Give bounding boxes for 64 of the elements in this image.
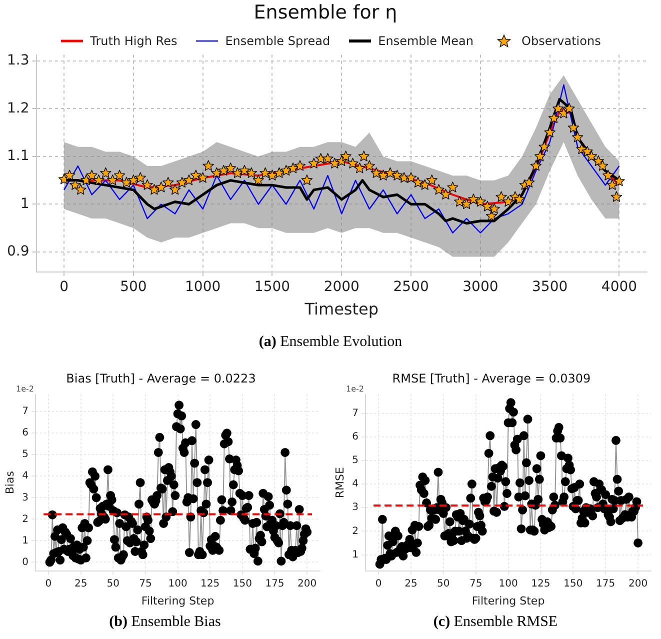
x-tick-label: 125 (531, 578, 550, 590)
x-tick-label: 0 (45, 578, 52, 590)
legend-label: Observations (522, 34, 601, 48)
x-tick-label: 4000 (601, 279, 638, 296)
x-tick-label: 2000 (324, 279, 360, 296)
x-tick-label: 200 (628, 578, 648, 590)
x-tick-label: 75 (469, 578, 482, 590)
x-tick-label: 100 (168, 578, 188, 590)
x-tick-label: 25 (74, 578, 88, 590)
y-tick-label: 1.2 (7, 100, 30, 116)
y-tick-label: 1 (22, 535, 29, 546)
y-tick-label: 7 (352, 408, 359, 419)
x-tick-label: 175 (596, 578, 616, 590)
y-tick-label: 1 (20, 196, 30, 212)
x-tick-label: 0 (375, 578, 382, 590)
x-tick-label: 75 (139, 578, 152, 590)
x-tick-label: 500 (120, 279, 147, 296)
chart-title: RMSE [Truth] - Average = 0.0309 (392, 371, 591, 386)
x-tick-label: 0 (60, 279, 68, 296)
y-tick-label: 1.1 (7, 148, 30, 164)
legend-label: Ensemble Spread (225, 34, 330, 48)
y-tick-label: 5 (352, 455, 359, 466)
y-tick-label: 2 (22, 514, 29, 525)
x-tick-label: 100 (498, 578, 518, 590)
x-axis-title: Filtering Step (472, 594, 545, 608)
y-tick-label: 4 (22, 470, 29, 482)
x-tick-label: 150 (232, 578, 252, 590)
x-tick-label: 1500 (254, 279, 290, 296)
y-axis-title: RMSE (333, 467, 346, 498)
x-tick-label: 1000 (185, 279, 221, 296)
x-tick-label: 50 (106, 578, 120, 590)
y-tick-label: 7 (22, 406, 29, 418)
x-tick-label: 175 (265, 578, 284, 590)
x-tick-label: 3500 (532, 279, 568, 296)
y-tick-label: 6 (22, 428, 29, 439)
x-axis-title: Timestep (304, 300, 379, 319)
text: (a) Ensemble Evolution (258, 334, 402, 350)
y-tick-label: 0.9 (7, 244, 30, 260)
legend-label: Truth High Res (90, 34, 178, 48)
text: (c) Ensemble RMSE (433, 614, 558, 630)
x-tick-label: 3000 (462, 279, 498, 296)
chart-title: Ensemble for η (254, 1, 398, 24)
y-tick-label: 4 (352, 478, 359, 490)
x-axis-title: Filtering Step (141, 594, 214, 608)
legend-label: Ensemble Mean (378, 34, 474, 48)
x-tick-label: 125 (200, 578, 220, 590)
y-tick-label: 3 (352, 502, 359, 514)
y-tick-label: 1.3 (7, 52, 30, 69)
x-tick-label: 2500 (393, 279, 429, 296)
y-tick-label: 1 (352, 549, 359, 560)
x-tick-label: 150 (564, 578, 583, 590)
y-tick-label: 5 (22, 449, 29, 460)
text: 1e-2 (16, 384, 34, 394)
text: (b) Ensemble Bias (109, 614, 221, 630)
y-tick-label: 3 (22, 492, 29, 504)
x-tick-label: 50 (437, 578, 450, 590)
chart-title: Bias [Truth] - Average = 0.0223 (66, 371, 256, 386)
x-tick-label: 200 (298, 578, 317, 590)
x-tick-label: 25 (404, 578, 418, 590)
y-tick-label: 6 (352, 431, 359, 442)
text: 1e-2 (346, 384, 364, 394)
y-tick-label: 2 (352, 526, 359, 537)
y-axis-title: Bias (3, 470, 16, 494)
y-tick-label: 0 (22, 556, 29, 568)
